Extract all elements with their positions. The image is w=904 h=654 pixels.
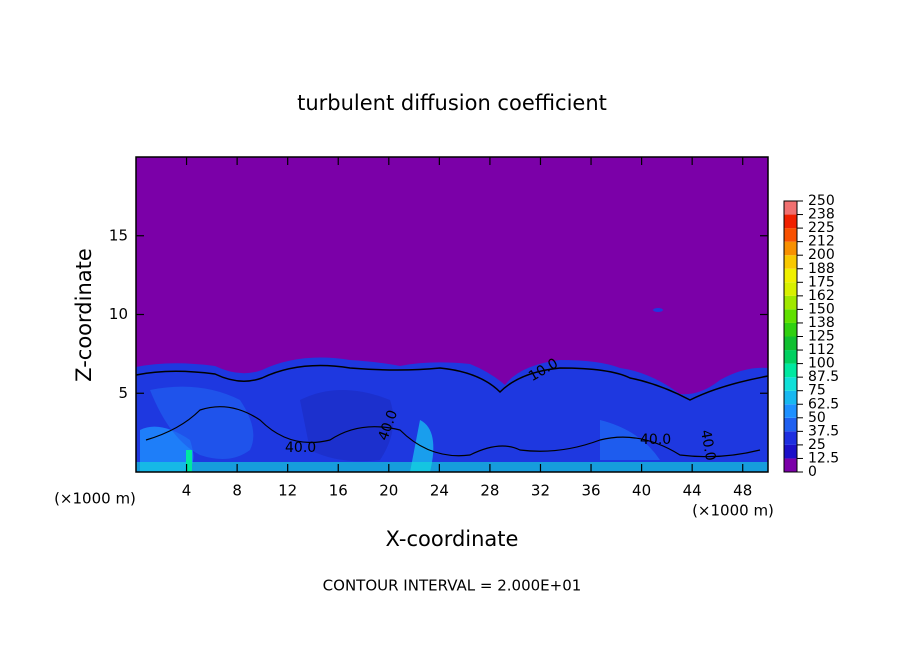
colorbar-swatch xyxy=(784,336,797,351)
contour-label: 40.0 xyxy=(285,440,316,456)
x-tick-label: 20 xyxy=(379,482,398,500)
y-axis-label: Z-coordinate xyxy=(72,248,96,382)
colorbar-swatch xyxy=(784,268,797,283)
colorbar-label: 175 xyxy=(808,274,835,290)
contour-label: 40.0 xyxy=(640,432,671,448)
colorbar-label: 75 xyxy=(808,383,826,399)
colorbar-swatch xyxy=(784,390,797,405)
contour-label: 40.0 xyxy=(697,429,718,462)
x-tick-label: 8 xyxy=(232,482,242,500)
colorbar-label: 250 xyxy=(808,193,835,209)
colorbar-swatch xyxy=(784,214,797,229)
y-tick-label: 15 xyxy=(109,226,128,244)
colorbar-label: 200 xyxy=(808,247,835,263)
x-tick-label: 44 xyxy=(683,482,702,500)
colorbar-swatch xyxy=(784,295,797,310)
colorbar-label: 150 xyxy=(808,301,835,317)
x-unit: (×1000 m) xyxy=(692,502,774,520)
colorbar-label: 50 xyxy=(808,410,826,426)
y-tick-label: 5 xyxy=(118,384,128,402)
colorbar-label: 100 xyxy=(808,356,835,372)
colorbar-label: 25 xyxy=(808,437,826,453)
colorbar-swatch xyxy=(784,444,797,459)
colorbar-swatch xyxy=(784,228,797,242)
x-tick-label: 32 xyxy=(531,482,550,500)
field xyxy=(135,157,769,472)
colorbar-swatch xyxy=(784,282,797,296)
contour-interval: CONTOUR INTERVAL = 2.000E+01 xyxy=(323,577,582,595)
colorbar-label: 62.5 xyxy=(808,396,839,412)
colorbar-swatch xyxy=(784,431,797,445)
chart-title: turbulent diffusion coefficient xyxy=(297,91,607,115)
x-tick-label: 24 xyxy=(430,482,449,500)
colorbar-swatch xyxy=(784,417,797,432)
y-tick-label: 10 xyxy=(109,305,128,323)
colorbar-label: 238 xyxy=(808,207,835,223)
colorbar-label: 188 xyxy=(808,261,835,277)
x-axis-label: X-coordinate xyxy=(386,527,519,551)
colorbar-swatch xyxy=(784,377,797,391)
colorbar-label: 87.5 xyxy=(808,369,839,385)
colorbar-swatch xyxy=(784,201,797,215)
colorbar-label: 112 xyxy=(808,342,835,358)
x-tick-label: 12 xyxy=(278,482,297,500)
colorbar-label: 125 xyxy=(808,329,835,345)
colorbar-label: 0 xyxy=(808,464,817,480)
x-tick-label: 36 xyxy=(581,482,600,500)
colorbar-label: 212 xyxy=(808,234,835,250)
x-tick-label: 40 xyxy=(632,482,651,500)
colorbar-label: 138 xyxy=(808,315,835,331)
y-unit: (×1000 m) xyxy=(54,490,136,508)
colorbar-swatch xyxy=(784,309,797,323)
colorbar-swatch xyxy=(784,363,797,378)
colorbar-label: 225 xyxy=(808,220,835,236)
colorbar-swatch xyxy=(784,255,797,269)
colorbar-swatch xyxy=(784,458,797,472)
x-tick-label: 4 xyxy=(182,482,192,500)
colorbar-swatch xyxy=(784,404,797,418)
colorbar-label: 12.5 xyxy=(808,450,839,466)
x-tick-label: 28 xyxy=(480,482,499,500)
x-tick-label: 48 xyxy=(733,482,752,500)
colorbar-label: 162 xyxy=(808,288,835,304)
colorbar-label: 37.5 xyxy=(808,423,839,439)
colorbar-swatch xyxy=(784,350,797,364)
x-tick-label: 16 xyxy=(329,482,348,500)
colorbar-swatch xyxy=(784,322,797,337)
colorbar-swatch xyxy=(784,241,797,256)
